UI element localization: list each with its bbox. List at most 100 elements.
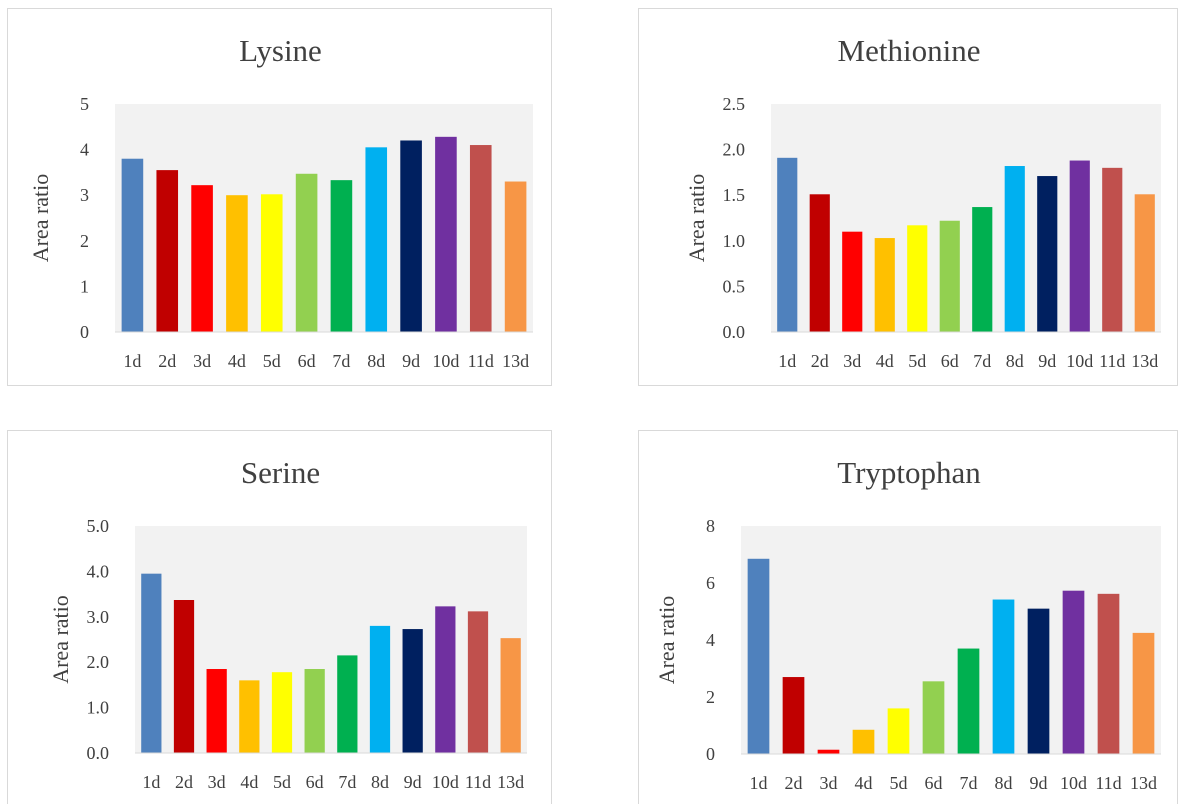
y-axis-label: Area ratio xyxy=(48,595,73,684)
x-tick-label: 9d xyxy=(1030,773,1048,793)
x-tick-label: 10d xyxy=(432,772,459,792)
chart-panel-methionine: Methionine 0.0 0.5 1.0 1.5 2.0 2.5 Area ratio 1d… xyxy=(638,8,1178,386)
bar-10d xyxy=(1069,160,1090,332)
bar-7d xyxy=(330,180,353,332)
x-tick-label: 5d xyxy=(263,351,281,371)
bar-9d xyxy=(402,629,423,753)
y-tick-label: 5.0 xyxy=(87,516,110,536)
bar-6d xyxy=(922,681,945,754)
bar-1d xyxy=(777,157,798,332)
bar-5d xyxy=(887,708,910,754)
chart-tryptophan: Tryptophan 0 2 4 6 8 Area ratio 1d 2d 3d 4d 5d 6d 7d 8… xyxy=(654,455,1161,793)
y-tick-label: 1.0 xyxy=(723,231,746,251)
bar-2d xyxy=(173,600,195,753)
x-tick-label: 13d xyxy=(1131,351,1158,371)
plot-area xyxy=(771,104,1161,332)
x-tick-label: 3d xyxy=(820,773,838,793)
x-tick-label: 9d xyxy=(404,772,422,792)
y-tick-label: 0.0 xyxy=(723,322,746,342)
bar-13d xyxy=(500,638,521,753)
y-tick-label: 2 xyxy=(706,687,715,707)
bar-13d xyxy=(1132,632,1155,755)
bar-10d xyxy=(435,606,456,753)
bar-4d xyxy=(874,238,895,332)
y-tick-label: 1.5 xyxy=(723,185,746,205)
bar-9d xyxy=(400,140,422,332)
chart-panel-lysine: Lysine 0 1 2 3 4 5 Area ratio 1d 2d 3d 4d 5d 6d 7d 8d 9d… xyxy=(7,8,552,386)
x-tick-label: 2d xyxy=(175,772,193,792)
x-tick-label: 6d xyxy=(306,772,324,792)
x-tick-label: 11d xyxy=(465,772,491,792)
x-tick-label: 7d xyxy=(332,351,350,371)
x-tick-label: 1d xyxy=(778,351,796,371)
x-tick-label: 13d xyxy=(497,772,524,792)
y-axis-label: Area ratio xyxy=(28,174,53,263)
bar-8d xyxy=(369,625,391,753)
bar-11d xyxy=(469,145,492,332)
x-tick-label: 5d xyxy=(890,773,908,793)
bar-6d xyxy=(939,220,960,332)
chart-serine: Serine 0.0 1.0 2.0 3.0 4.0 5.0 Area ratio 1d 2d 3d… xyxy=(48,455,527,792)
bar-2d xyxy=(782,677,805,754)
y-tick-label: 6 xyxy=(706,573,715,593)
x-tick-label: 7d xyxy=(960,773,978,793)
x-tick-label: 3d xyxy=(843,351,861,371)
y-tick-label: 4 xyxy=(706,630,715,650)
bar-3d xyxy=(817,749,840,754)
x-tick-label: 3d xyxy=(193,351,211,371)
y-axis-label: Area ratio xyxy=(654,596,679,685)
x-tick-label: 9d xyxy=(402,351,420,371)
x-tick-label: 7d xyxy=(338,772,356,792)
x-tick-label: 8d xyxy=(1006,351,1024,371)
bar-2d xyxy=(156,170,179,332)
chart-panel-tryptophan: Tryptophan 0 2 4 6 8 Area ratio 1d 2d 3d 4d 5d 6d 7d 8… xyxy=(638,430,1178,804)
x-tick-label: 2d xyxy=(158,351,176,371)
x-tick-label: 10d xyxy=(432,351,459,371)
x-tick-label: 1d xyxy=(142,772,160,792)
y-axis-label: Area ratio xyxy=(684,174,709,263)
x-tick-label: 5d xyxy=(908,351,926,371)
bar-10d xyxy=(435,136,457,332)
y-tick-label: 8 xyxy=(706,516,715,536)
x-tick-label: 11d xyxy=(1099,351,1125,371)
x-tick-label: 4d xyxy=(228,351,246,371)
bar-13d xyxy=(1134,194,1155,332)
x-tick-label: 3d xyxy=(208,772,226,792)
y-tick-label: 0.5 xyxy=(723,276,746,296)
chart-title: Serine xyxy=(241,455,320,490)
x-tick-label: 7d xyxy=(973,351,991,371)
plot-area xyxy=(115,104,533,332)
bar-11d xyxy=(1102,167,1123,332)
x-tick-label: 8d xyxy=(371,772,389,792)
y-tick-label: 2.0 xyxy=(87,652,110,672)
chart-methionine: Methionine 0.0 0.5 1.0 1.5 2.0 2.5 Area ratio 1d… xyxy=(684,33,1161,371)
x-tick-label: 8d xyxy=(995,773,1013,793)
bar-11d xyxy=(467,611,489,753)
y-tick-label: 0 xyxy=(80,322,89,342)
bar-9d xyxy=(1027,608,1050,754)
y-tick-label: 2 xyxy=(80,231,89,251)
bar-5d xyxy=(260,194,283,332)
x-tick-label: 4d xyxy=(855,773,873,793)
chart-panel-serine: Serine 0.0 1.0 2.0 3.0 4.0 5.0 Area ratio 1d 2d 3d… xyxy=(7,430,552,804)
y-tick-label: 4 xyxy=(80,140,89,160)
x-tick-label: 2d xyxy=(811,351,829,371)
y-tick-label: 0.0 xyxy=(87,743,110,763)
bar-4d xyxy=(226,195,248,332)
x-tick-label: 1d xyxy=(750,773,768,793)
y-tick-label: 2.0 xyxy=(723,140,746,160)
bar-6d xyxy=(295,173,318,332)
y-tick-label: 5 xyxy=(80,94,89,114)
bar-5d xyxy=(907,225,928,332)
plot-area xyxy=(741,526,1161,754)
chart-lysine: Lysine 0 1 2 3 4 5 Area ratio 1d 2d 3d 4d 5d 6d 7d 8d 9d… xyxy=(28,33,533,371)
bar-6d xyxy=(304,669,325,753)
y-tick-label: 4.0 xyxy=(87,561,110,581)
x-tick-label: 6d xyxy=(941,351,959,371)
x-tick-label: 13d xyxy=(502,351,529,371)
bar-7d xyxy=(337,655,358,753)
x-tick-label: 6d xyxy=(298,351,316,371)
x-tick-label: 2d xyxy=(785,773,803,793)
bar-10d xyxy=(1062,590,1085,754)
bar-3d xyxy=(206,669,227,753)
